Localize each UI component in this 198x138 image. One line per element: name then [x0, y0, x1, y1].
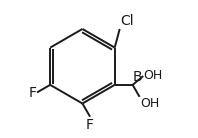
Text: B: B: [133, 71, 143, 84]
Text: OH: OH: [140, 97, 159, 110]
Text: F: F: [86, 118, 94, 132]
Text: F: F: [28, 86, 36, 100]
Text: Cl: Cl: [120, 14, 134, 28]
Text: OH: OH: [144, 69, 163, 82]
